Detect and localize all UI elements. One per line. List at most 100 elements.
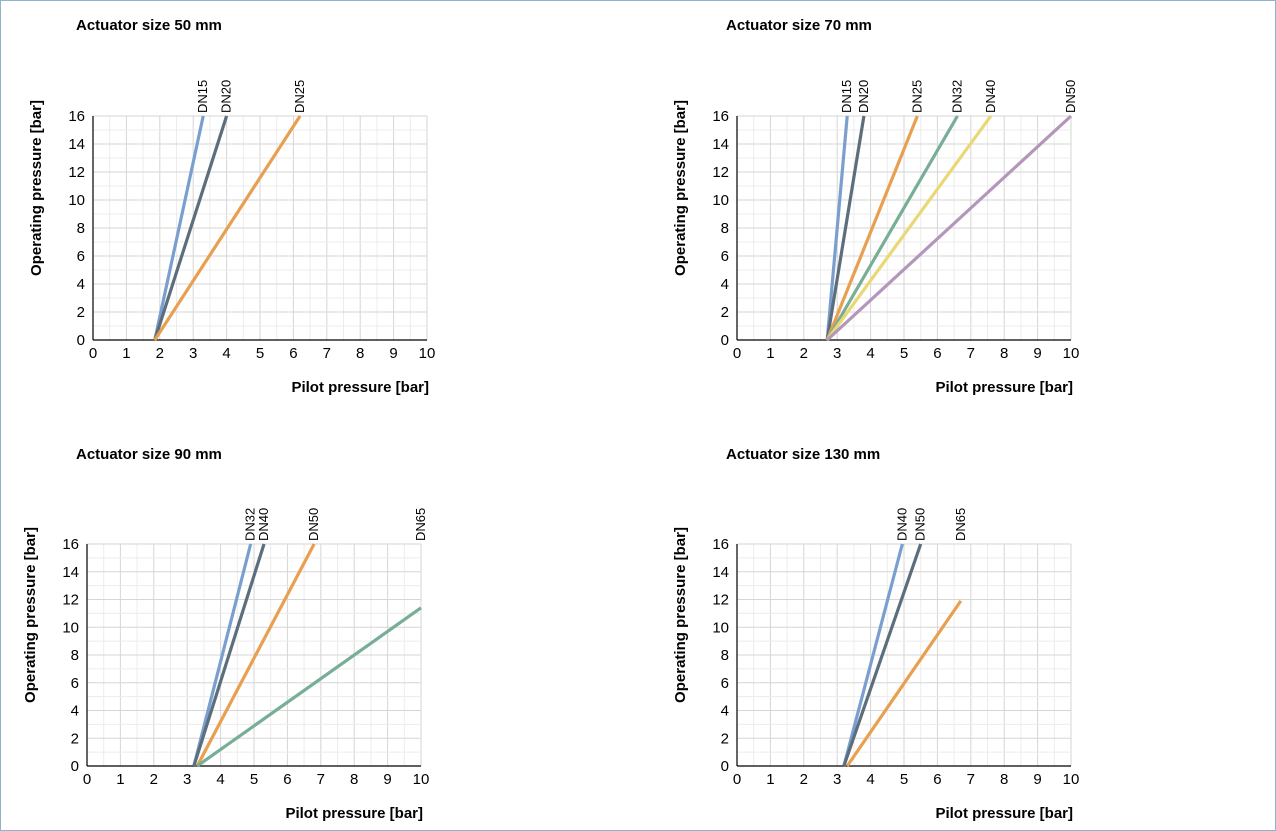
x-tick-label: 4 — [216, 771, 224, 788]
y-tick-label: 10 — [68, 192, 85, 209]
x-tick-label: 10 — [419, 345, 436, 362]
y-tick-label: 4 — [71, 703, 79, 720]
series-label-dn20: DN20 — [856, 80, 871, 113]
series-label-dn15: DN15 — [195, 80, 210, 113]
x-axis-label: Pilot pressure [bar] — [935, 379, 1073, 396]
x-tick-label: 3 — [183, 771, 191, 788]
x-tick-label: 5 — [256, 345, 264, 362]
y-tick-label: 16 — [68, 108, 85, 125]
series-label-dn40: DN40 — [894, 508, 909, 541]
chart-panel-actuator-50: Actuator size 50 mm 0 1 2 3 4 5 6 7 8 9 10 0 2 4 6 8 10 1… — [1, 1, 621, 401]
x-tick-label: 2 — [800, 771, 808, 788]
x-tick-label: 10 — [413, 771, 430, 788]
y-tick-label: 2 — [721, 730, 729, 747]
y-axis-label: Operating pressure [bar] — [22, 527, 39, 703]
y-tick-label: 0 — [721, 758, 729, 775]
series-label-dn65: DN65 — [953, 508, 968, 541]
x-tick-label: 10 — [1063, 771, 1080, 788]
x-tick-label: 8 — [1000, 771, 1008, 788]
series-line-dn15 — [825, 115, 849, 341]
y-tick-label: 10 — [62, 619, 79, 636]
series-line-dn25 — [153, 115, 302, 341]
x-tick-label: 4 — [866, 345, 874, 362]
y-tick-label: 6 — [721, 248, 729, 265]
series-line-dn40 — [842, 543, 904, 767]
x-tick-label: 10 — [1063, 345, 1080, 362]
chart-title: Actuator size 50 mm — [76, 17, 222, 34]
x-axis-label: Pilot pressure [bar] — [935, 805, 1073, 822]
series-label-dn50: DN50 — [306, 508, 321, 541]
x-tick-label: 0 — [83, 771, 91, 788]
grid — [736, 543, 1072, 767]
x-tick-label: 3 — [833, 345, 841, 362]
x-tick-label: 2 — [800, 345, 808, 362]
series-label-dn32: DN32 — [243, 508, 258, 541]
y-tick-label: 16 — [712, 108, 729, 125]
x-tick-label: 5 — [900, 345, 908, 362]
series-line-dn20 — [153, 115, 229, 341]
y-tick-label: 6 — [721, 675, 729, 692]
chart-title: Actuator size 90 mm — [76, 446, 222, 463]
y-tick-label: 16 — [712, 536, 729, 553]
x-tick-label: 0 — [89, 345, 97, 362]
y-tick-label: 16 — [62, 536, 79, 553]
series-label-dn50: DN50 — [913, 508, 928, 541]
x-tick-label: 7 — [967, 771, 975, 788]
x-tick-label: 8 — [350, 771, 358, 788]
y-axis-label: Operating pressure [bar] — [672, 100, 689, 276]
x-tick-label: 6 — [283, 771, 291, 788]
x-tick-label: 5 — [250, 771, 258, 788]
x-tick-label: 9 — [1033, 771, 1041, 788]
y-tick-label: 10 — [712, 619, 729, 636]
series-line-dn40 — [192, 543, 266, 767]
x-tick-label: 1 — [122, 345, 130, 362]
series-line-dn50 — [842, 543, 923, 767]
y-tick-label: 2 — [77, 304, 85, 321]
y-tick-label: 14 — [712, 564, 729, 581]
y-tick-label: 0 — [71, 758, 79, 775]
chart-panel-actuator-70: Actuator size 70 mm 0 1 2 3 4 5 6 7 8 9 10 0 2 4 6 8 10 1… — [651, 1, 1271, 401]
x-tick-label: 4 — [866, 771, 874, 788]
x-tick-label: 0 — [733, 345, 741, 362]
series-label-dn32: DN32 — [949, 80, 964, 113]
y-tick-label: 4 — [77, 276, 85, 293]
x-tick-label: 8 — [356, 345, 364, 362]
y-tick-label: 8 — [721, 647, 729, 664]
y-tick-label: 4 — [721, 703, 729, 720]
x-tick-label: 8 — [1000, 345, 1008, 362]
x-tick-label: 2 — [156, 345, 164, 362]
y-tick-label: 14 — [68, 136, 85, 153]
series-line-dn15 — [153, 115, 205, 341]
x-tick-label: 9 — [383, 771, 391, 788]
x-tick-label: 4 — [222, 345, 230, 362]
series-label-dn25: DN25 — [292, 80, 307, 113]
series-label-dn65: DN65 — [413, 508, 428, 541]
x-tick-label: 9 — [1033, 345, 1041, 362]
series-label-dn40: DN40 — [256, 508, 271, 541]
x-tick-label: 7 — [323, 345, 331, 362]
series-label-dn40: DN40 — [983, 80, 998, 113]
x-axis-label: Pilot pressure [bar] — [291, 379, 429, 396]
y-tick-label: 0 — [77, 332, 85, 349]
y-tick-label: 8 — [77, 220, 85, 237]
y-axis-label: Operating pressure [bar] — [672, 527, 689, 703]
y-tick-label: 2 — [721, 304, 729, 321]
series-line-dn20 — [825, 115, 866, 341]
series-line-dn40 — [825, 115, 993, 341]
series-line-dn65 — [196, 606, 422, 768]
series-label-dn20: DN20 — [219, 80, 234, 113]
x-tick-label: 6 — [933, 345, 941, 362]
y-tick-label: 12 — [68, 164, 85, 181]
series-line-dn32 — [825, 115, 959, 341]
series-line-dn32 — [192, 543, 253, 767]
x-tick-label: 9 — [389, 345, 397, 362]
y-tick-label: 4 — [721, 276, 729, 293]
grid — [92, 115, 428, 341]
series-label-dn25: DN25 — [909, 80, 924, 113]
chart-panel-actuator-130: Actuator size 130 mm 0 1 2 3 4 5 6 7 8 9 10 0 2 4 6 8 10… — [651, 430, 1271, 830]
x-tick-label: 3 — [189, 345, 197, 362]
